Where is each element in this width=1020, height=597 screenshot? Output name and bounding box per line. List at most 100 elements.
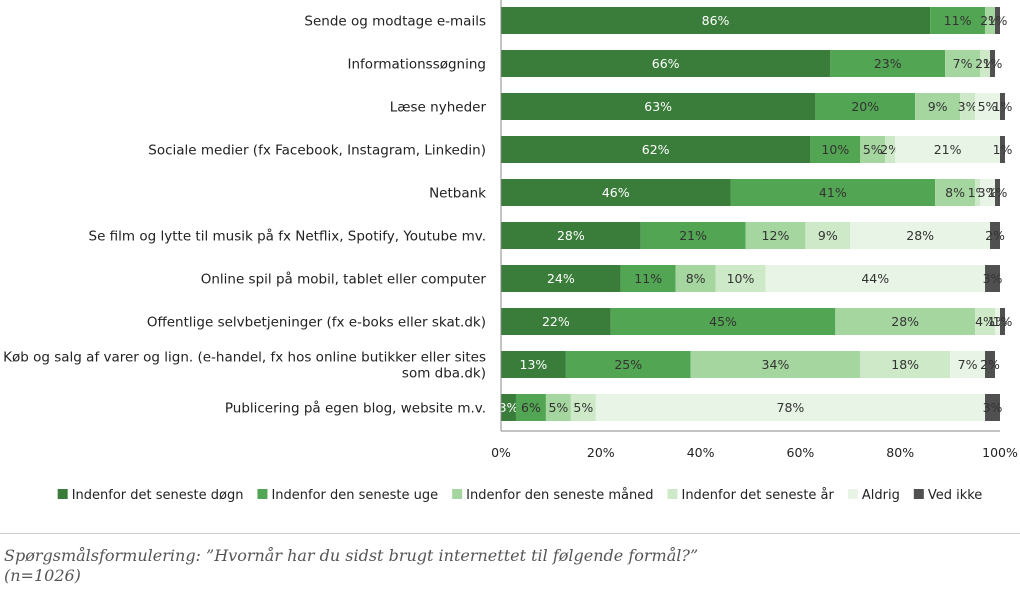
bar-segment — [990, 50, 996, 77]
bar-segment — [985, 394, 1000, 421]
category-label: Informationssøgning — [348, 57, 486, 73]
x-tick-label: 0% — [491, 445, 511, 460]
data-label: 9% — [928, 99, 948, 114]
data-label: 21% — [934, 142, 962, 157]
data-label: 11% — [944, 13, 972, 28]
data-label: 66% — [652, 56, 680, 71]
data-label: 24% — [547, 271, 575, 286]
data-label: 5% — [573, 400, 593, 415]
footnote-sample-size: (n=1026) — [4, 566, 81, 585]
bar-segment — [830, 50, 946, 77]
x-tick-label: 80% — [886, 445, 914, 460]
bar-segment — [895, 136, 1000, 163]
category-label: Se film og lytte til musik på fx Netflix… — [89, 228, 486, 245]
category-label-line: Sociale medier (fx Facebook, Instagram, … — [148, 143, 486, 159]
bar-segment — [765, 265, 986, 292]
data-label: 1% — [983, 56, 1003, 71]
legend-swatch — [452, 489, 463, 499]
data-label: 1% — [988, 13, 1008, 28]
category-labels: Sende og modtage e-mails Informationssøgn… — [3, 14, 486, 417]
bar-segment — [850, 222, 991, 249]
bar-segment — [501, 136, 811, 163]
data-label: 46% — [602, 185, 630, 200]
bar-segment — [1000, 136, 1005, 163]
data-label: 23% — [874, 56, 902, 71]
category-label-line: Offentlige selvbetjeninger (fx e-boks el… — [147, 315, 486, 331]
bar-segment — [815, 93, 916, 120]
bar-segment — [975, 308, 996, 335]
category-label-line: Sende og modtage e-mails — [304, 14, 486, 30]
bar-segment — [935, 179, 976, 206]
bar-segment — [995, 179, 1000, 206]
bar-segment — [1000, 93, 1005, 120]
data-label: 3% — [499, 400, 519, 415]
bar-segment — [501, 265, 621, 292]
data-label: 34% — [762, 357, 790, 372]
category-label: Læse nyheder — [390, 100, 487, 116]
x-tick-label: 60% — [787, 445, 815, 460]
data-label: 28% — [557, 228, 585, 243]
x-tick-label: 20% — [587, 445, 615, 460]
data-label: 28% — [891, 314, 919, 329]
bar-segment — [950, 351, 986, 378]
bar-segment — [690, 351, 861, 378]
question-footnote: Spørgsmålsformulering: ”Hvornår har du s… — [4, 546, 1004, 586]
data-label: 28% — [906, 228, 934, 243]
bar-segment — [501, 179, 731, 206]
category-label-line: Online spil på mobil, tablet eller compu… — [201, 271, 487, 288]
data-label: 7% — [953, 56, 973, 71]
data-label: 21% — [679, 228, 707, 243]
category-label: Sende og modtage e-mails — [304, 14, 486, 30]
category-label: Sociale medier (fx Facebook, Instagram, … — [148, 143, 486, 159]
data-label: 12% — [762, 228, 790, 243]
bar-segment — [860, 136, 886, 163]
bar-segment — [835, 308, 976, 335]
legend-label: Indenfor det seneste år — [681, 488, 834, 503]
data-label: 8% — [686, 271, 706, 286]
category-label-line: Køb og salg af varer og lign. (e-handel,… — [3, 350, 486, 366]
bar-segment — [515, 394, 546, 421]
bar-segment — [945, 50, 981, 77]
bar-segment — [930, 7, 986, 34]
bar-segment — [675, 265, 716, 292]
legend-label: Ved ikke — [928, 488, 982, 503]
legend-label: Indenfor det seneste døgn — [72, 488, 244, 503]
bar-segment — [985, 351, 996, 378]
bar-segment — [980, 179, 996, 206]
bar-segment — [545, 394, 571, 421]
footnote-question: Spørgsmålsformulering: ”Hvornår har du s… — [4, 546, 699, 565]
bar-segment — [501, 50, 831, 77]
data-label: 5% — [548, 400, 568, 415]
bar-segment — [501, 308, 611, 335]
bar-segment — [620, 265, 676, 292]
data-label: 5% — [978, 99, 998, 114]
data-label: 2% — [985, 228, 1005, 243]
legend-swatch — [913, 489, 924, 499]
data-label: 7% — [958, 357, 978, 372]
x-tick-label: 100% — [982, 445, 1018, 460]
category-label-line: Læse nyheder — [390, 100, 487, 116]
bar-segment — [715, 265, 766, 292]
category-label: Publicering på egen blog, website m.v. — [225, 400, 486, 417]
bar-segment — [980, 50, 991, 77]
legend-label: Indenfor den seneste måned — [466, 488, 653, 503]
data-label: 3% — [978, 185, 998, 200]
bar-segment — [501, 222, 641, 249]
bar-segment — [610, 308, 836, 335]
category-label: Netbank — [429, 186, 486, 202]
data-label: 6% — [521, 400, 541, 415]
data-label: 9% — [818, 228, 838, 243]
data-label: 45% — [709, 314, 737, 329]
bar-segment — [810, 136, 861, 163]
bar-segment — [501, 93, 816, 120]
data-label: 10% — [727, 271, 755, 286]
bar-segment — [975, 93, 1000, 120]
data-label: 5% — [863, 142, 883, 157]
bar-segment — [730, 179, 936, 206]
x-axis: 0% 20% 40% 60% 80% 100% — [491, 0, 1018, 460]
category-label-line: Netbank — [429, 186, 486, 202]
bar-segment — [985, 7, 996, 34]
category-label-line: som dba.dk) — [402, 366, 486, 382]
bar-segment — [501, 351, 566, 378]
bar-segment — [960, 93, 976, 120]
